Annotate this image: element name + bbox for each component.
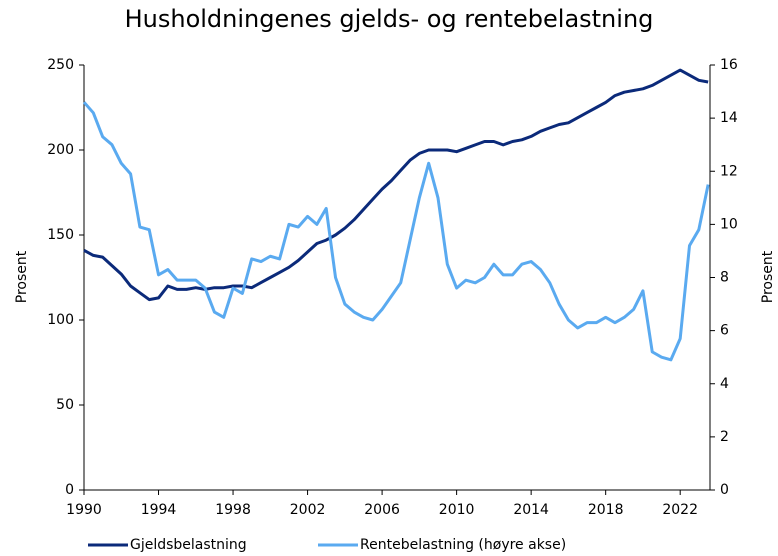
y-tick-label: 50: [56, 397, 74, 413]
y-tick-label: 250: [47, 57, 74, 73]
x-tick-label: 2022: [662, 502, 698, 518]
x-tick-label: 2014: [513, 502, 549, 518]
y-tick-label: 200: [47, 142, 74, 158]
y-tick-label: 150: [47, 227, 74, 243]
series-line: [82, 101, 710, 362]
y2-tick-label: 12: [720, 163, 738, 179]
x-tick-label: 1990: [66, 502, 102, 518]
x-tick-label: 2010: [439, 502, 475, 518]
legend-label: Gjeldsbelastning: [130, 537, 247, 553]
x-tick-label: 2002: [290, 502, 326, 518]
y2-tick-label: 10: [720, 216, 738, 232]
series-line: [83, 68, 709, 302]
x-tick-label: 1998: [215, 502, 251, 518]
x-tick-label: 1994: [141, 502, 177, 518]
x-tick-label: 2018: [588, 502, 624, 518]
y-tick-label: 100: [47, 312, 74, 328]
legend-label: Rentebelastning (høyre akse): [360, 537, 566, 553]
y2-tick-label: 4: [720, 376, 729, 392]
chart-title: Husholdningenes gjelds- og rentebelastni…: [125, 5, 654, 33]
y2-tick-label: 14: [720, 110, 738, 126]
y-axis-label: Prosent: [14, 250, 30, 303]
y2-tick-label: 8: [720, 270, 729, 286]
y2-axis-label: Prosent: [760, 250, 776, 303]
y2-tick-label: 16: [720, 57, 738, 73]
x-tick-label: 2006: [364, 502, 400, 518]
y-tick-label: 0: [65, 482, 74, 498]
y2-tick-label: 0: [720, 482, 729, 498]
y2-tick-label: 6: [720, 323, 729, 339]
y2-tick-label: 2: [720, 429, 729, 445]
